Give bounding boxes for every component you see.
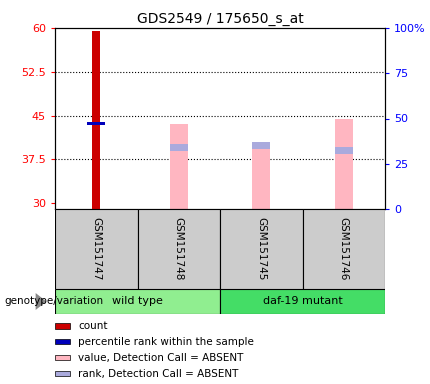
Bar	[55, 339, 70, 344]
Bar	[87, 122, 105, 125]
Text: GSM151748: GSM151748	[174, 217, 184, 281]
Bar	[335, 147, 353, 154]
Text: wild type: wild type	[112, 296, 163, 306]
Bar	[335, 119, 353, 209]
Text: GSM151746: GSM151746	[339, 217, 349, 281]
Bar	[55, 323, 70, 329]
Text: daf-19 mutant: daf-19 mutant	[263, 296, 342, 306]
Text: genotype/variation: genotype/variation	[4, 296, 104, 306]
Bar	[252, 148, 270, 209]
Bar	[302, 209, 385, 289]
Bar	[220, 209, 302, 289]
Bar	[92, 31, 100, 209]
Bar	[170, 144, 188, 151]
Text: rank, Detection Call = ABSENT: rank, Detection Call = ABSENT	[78, 369, 239, 379]
Bar	[170, 124, 188, 209]
Text: count: count	[78, 321, 108, 331]
Polygon shape	[36, 293, 46, 310]
Bar	[55, 371, 70, 376]
Text: GSM151745: GSM151745	[256, 217, 266, 281]
Bar	[252, 142, 270, 149]
Text: percentile rank within the sample: percentile rank within the sample	[78, 337, 254, 347]
Title: GDS2549 / 175650_s_at: GDS2549 / 175650_s_at	[137, 12, 304, 26]
Bar	[55, 355, 70, 360]
Text: GSM151747: GSM151747	[91, 217, 101, 281]
Bar	[55, 289, 220, 314]
Bar	[220, 289, 385, 314]
Bar	[138, 209, 220, 289]
Bar	[55, 209, 138, 289]
Text: value, Detection Call = ABSENT: value, Detection Call = ABSENT	[78, 353, 243, 362]
